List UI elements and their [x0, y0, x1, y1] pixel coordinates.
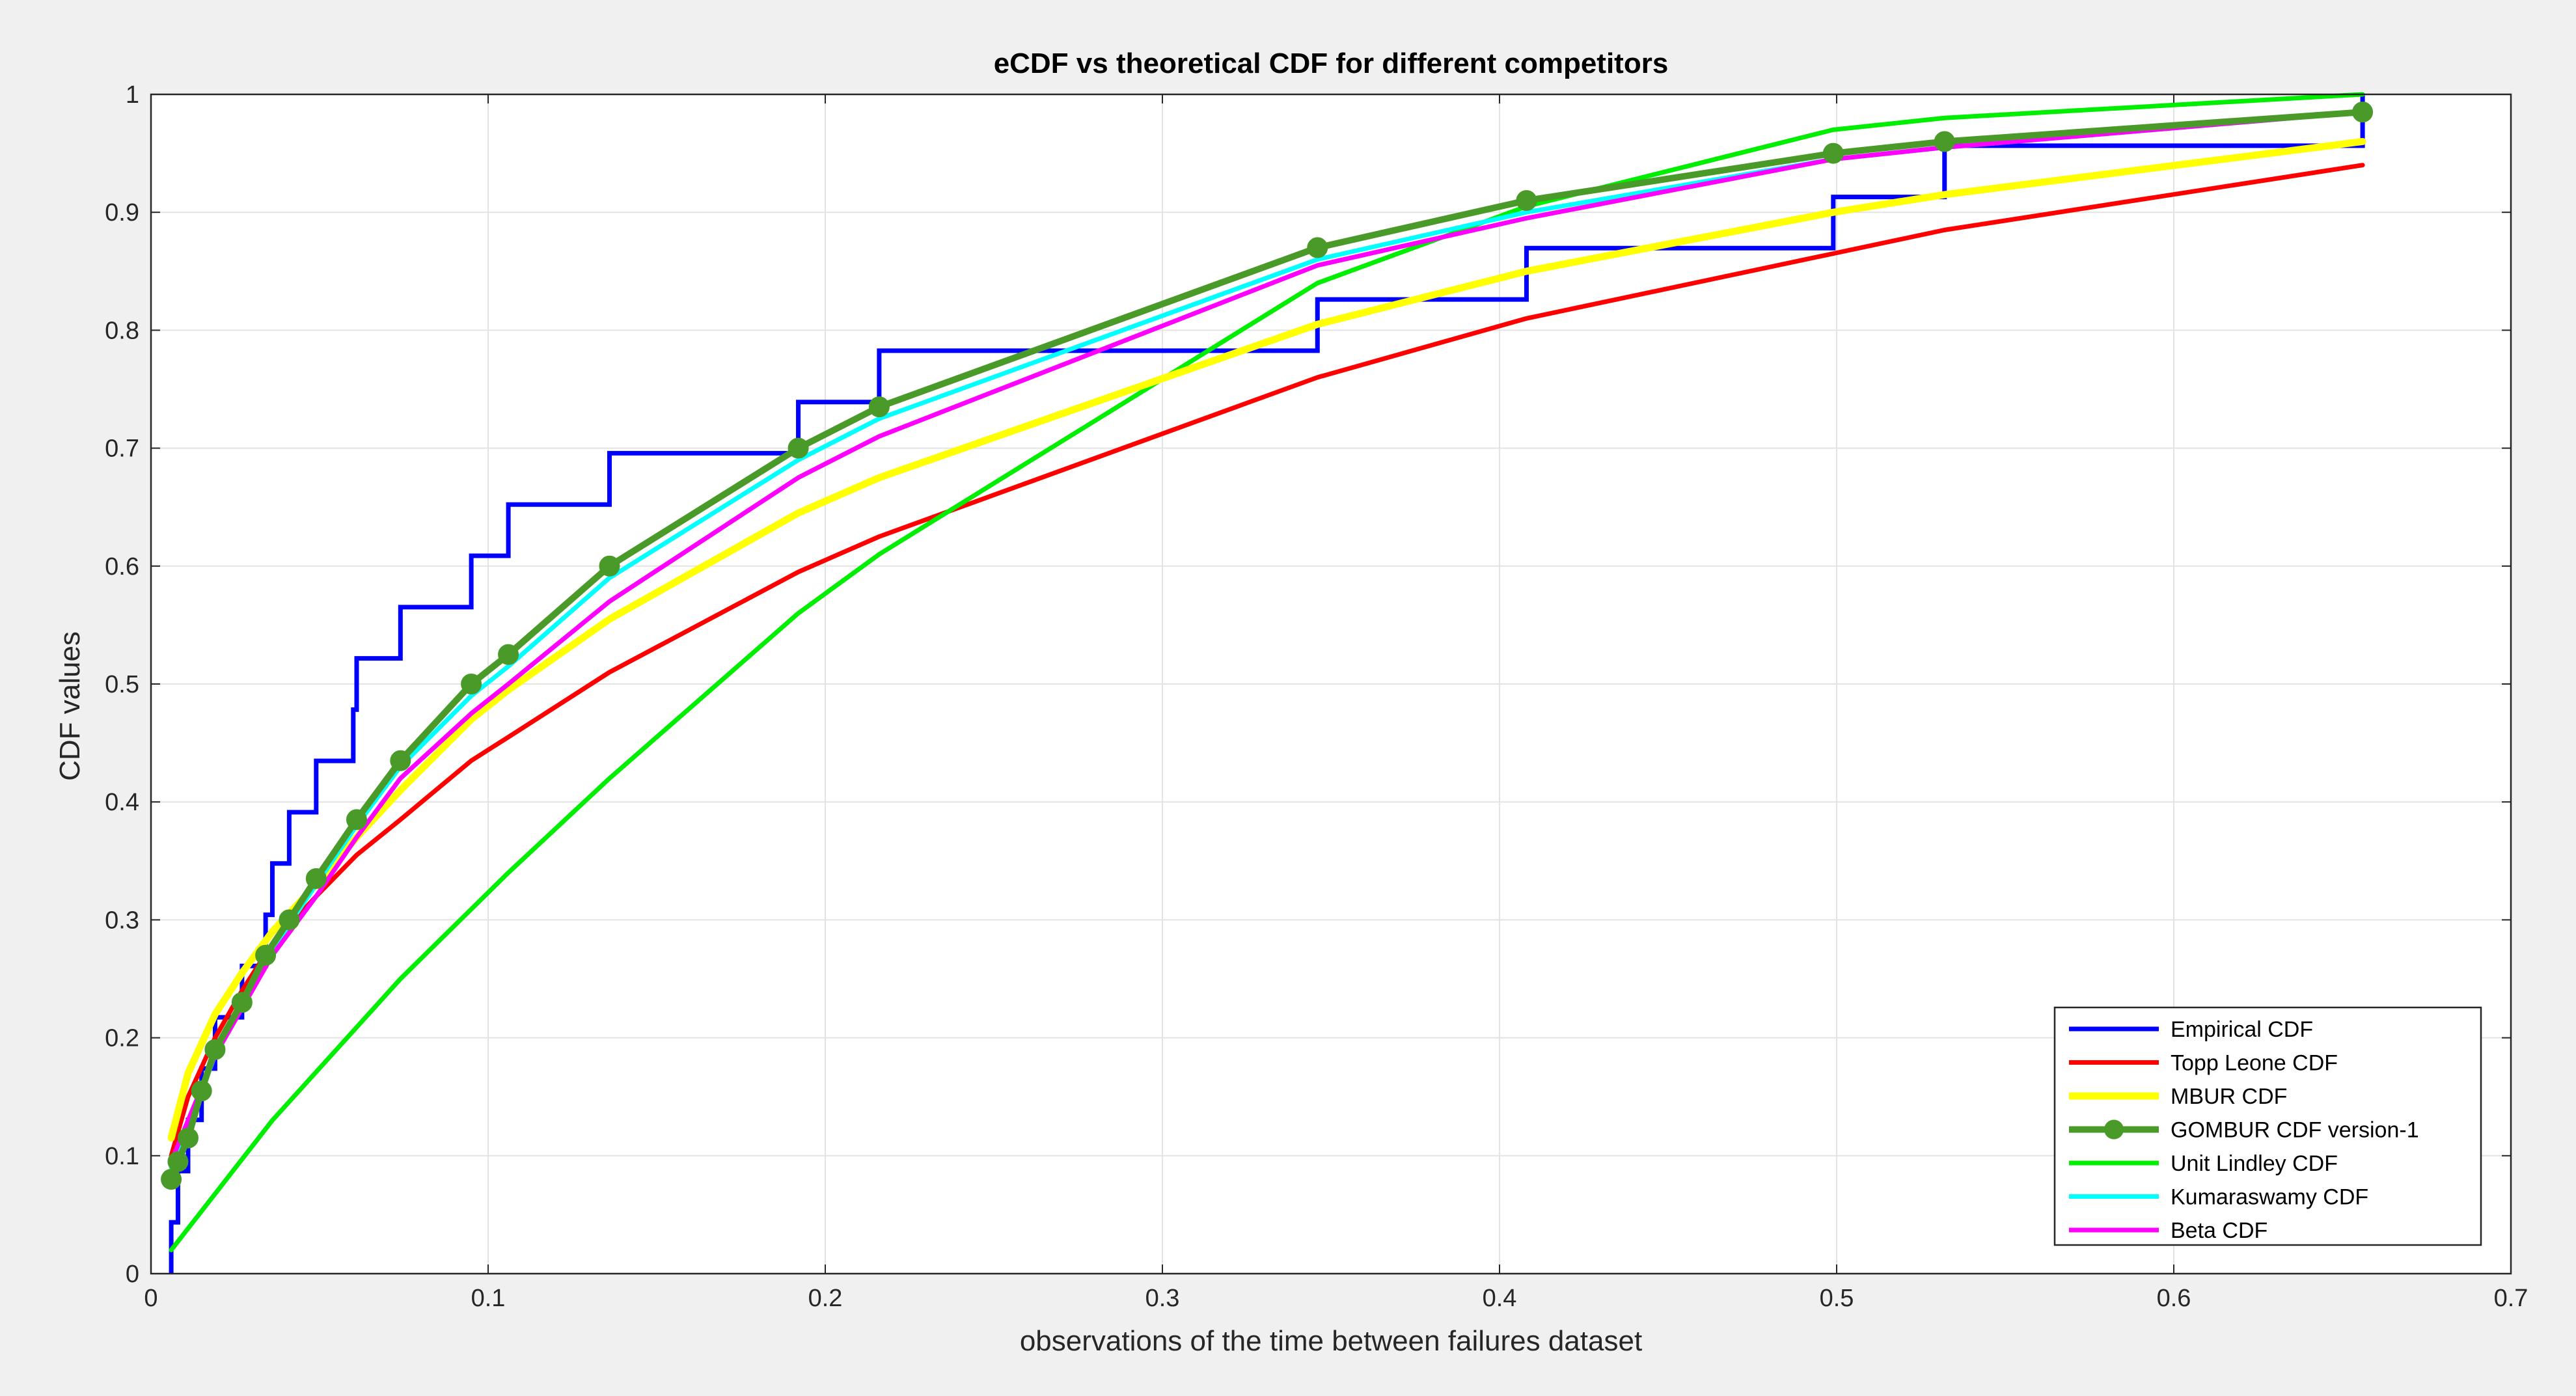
legend: Empirical CDF Topp Leone CDF MBUR CDF GOMBU…: [2053, 1006, 2482, 1246]
series-marker-gombur-cdf-version-1: [1516, 190, 1537, 212]
series-marker-gombur-cdf-version-1: [177, 1127, 199, 1149]
series-marker-gombur-cdf-version-1: [2352, 102, 2374, 123]
series-marker-gombur-cdf-version-1: [305, 868, 327, 889]
y-axis-label: CDF values: [54, 631, 86, 781]
x-tick-label: 0.3: [1145, 1285, 1180, 1312]
series-marker-gombur-cdf-version-1: [1307, 237, 1328, 258]
legend-label-gombur-cdf-version-1: GOMBUR CDF version-1: [2171, 1118, 2419, 1143]
legend-label-beta-cdf: Beta CDF: [2171, 1218, 2268, 1243]
y-tick-label: 1: [126, 81, 139, 109]
x-tick-label: 0: [144, 1285, 158, 1312]
y-tick-label: 0.9: [105, 199, 139, 226]
x-tick-label: 0.5: [1820, 1285, 1854, 1312]
series-marker-gombur-cdf-version-1: [191, 1080, 212, 1102]
y-tick-label: 0.4: [105, 789, 139, 816]
series-line-mbur-cdf: [167, 137, 2366, 1142]
y-tick-label: 0.7: [105, 435, 139, 463]
x-axis-label: observations of the time between failure…: [1020, 1325, 1642, 1357]
legend-label-unit-lindley-cdf: Unit Lindley CDF: [2171, 1151, 2338, 1176]
series-marker-gombur-cdf-version-1: [167, 1151, 189, 1172]
series-marker-gombur-cdf-version-1: [868, 396, 890, 418]
legend-label-empirical-cdf: Empirical CDF: [2171, 1017, 2313, 1042]
x-tick-label: 0.2: [808, 1285, 843, 1312]
series-marker-gombur-cdf-version-1: [204, 1039, 226, 1060]
legend-label-mbur-cdf: MBUR CDF: [2171, 1084, 2287, 1109]
series-marker-gombur-cdf-version-1: [498, 644, 519, 665]
x-tick-label: 0.1: [471, 1285, 506, 1312]
series-marker-gombur-cdf-version-1: [231, 992, 253, 1013]
series-marker-gombur-cdf-version-1: [1822, 143, 1844, 164]
series-marker-gombur-cdf-version-1: [599, 555, 620, 577]
chart-title: eCDF vs theoretical CDF for different co…: [994, 48, 1669, 79]
x-tick-label: 0.4: [1483, 1285, 1517, 1312]
series-marker-gombur-cdf-version-1: [346, 809, 367, 830]
series-marker-gombur-cdf-version-1: [161, 1169, 182, 1190]
series-marker-gombur-cdf-version-1: [279, 909, 300, 931]
legend-label-topp-leone-cdf: Topp Leone CDF: [2171, 1051, 2338, 1076]
y-tick-label: 0.5: [105, 671, 139, 698]
x-tick-label: 0.7: [2494, 1285, 2528, 1312]
legend-marker-gombur-cdf-version-1: [2104, 1119, 2124, 1140]
y-tick-label: 0.2: [105, 1025, 139, 1052]
series-marker-gombur-cdf-version-1: [788, 437, 809, 459]
y-tick-label: 0.8: [105, 317, 139, 344]
series-marker-gombur-cdf-version-1: [255, 944, 277, 966]
x-tick-label: 0.6: [2157, 1285, 2191, 1312]
series-line-unit-lindley-cdf: [169, 92, 2365, 1253]
series-marker-gombur-cdf-version-1: [390, 750, 411, 771]
series-marker-gombur-cdf-version-1: [461, 674, 482, 694]
legend-label-kumaraswamy-cdf: Kumaraswamy CDF: [2171, 1185, 2368, 1210]
y-tick-label: 0.3: [105, 907, 139, 934]
axes-box: [150, 93, 2512, 1275]
y-tick-label: 0: [126, 1261, 139, 1288]
series-marker-gombur-cdf-version-1: [1934, 131, 1955, 152]
y-tick-label: 0.1: [105, 1143, 139, 1170]
y-tick-label: 0.6: [105, 553, 139, 581]
